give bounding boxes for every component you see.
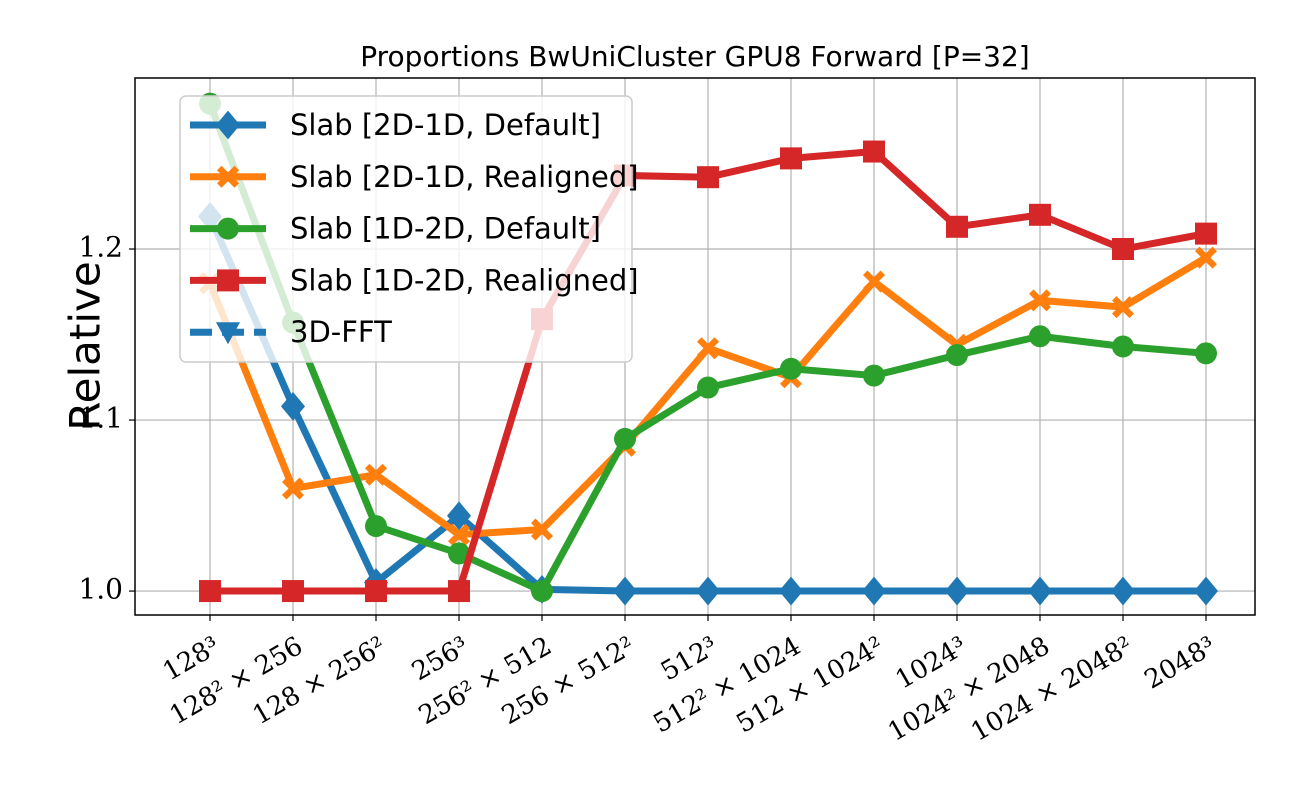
chart-title: Proportions BwUniCluster GPU8 Forward [P…: [360, 40, 1029, 73]
x-tick-label: 2048³: [1140, 631, 1221, 695]
marker: [1029, 289, 1051, 312]
marker: [697, 376, 719, 399]
marker: [945, 576, 969, 606]
marker: [199, 580, 221, 603]
marker: [531, 518, 553, 541]
legend: Slab [2D-1D, Default] Slab [2D-1D, Realig…: [179, 95, 639, 363]
legend-label: Slab [2D-1D, Default]: [290, 108, 601, 142]
y-tick-label: 1.0: [78, 573, 123, 606]
marker: [1195, 342, 1217, 365]
marker: [448, 542, 470, 565]
legend-label: 3D-FFT: [290, 315, 392, 349]
legend-marker: [216, 322, 240, 345]
marker: [365, 580, 387, 603]
y-tick-label: 1.1: [78, 402, 123, 435]
marker: [365, 463, 387, 486]
marker: [1112, 238, 1134, 261]
marker: [1194, 576, 1218, 606]
marker: [1029, 203, 1051, 226]
plot-frame: [134, 77, 1256, 616]
marker: [1029, 325, 1051, 348]
marker: [281, 391, 305, 421]
legend-label: Slab [2D-1D, Realigned]: [290, 160, 639, 194]
marker: [863, 270, 885, 293]
marker: [863, 140, 885, 163]
marker: [697, 166, 719, 189]
marker: [863, 364, 885, 387]
marker: [448, 523, 470, 546]
y-axis-label: Relative: [61, 261, 110, 430]
y-tick-label: 1.2: [78, 231, 123, 264]
legend-marker: [217, 269, 239, 292]
marker: [862, 576, 886, 606]
marker: [780, 357, 802, 380]
marker: [282, 580, 304, 603]
legend-marker: [216, 110, 240, 140]
marker: [1112, 335, 1134, 358]
legend-label: Slab [1D-2D, Default]: [290, 212, 601, 246]
legend-label: Slab [1D-2D, Realigned]: [290, 263, 639, 297]
marker: [282, 477, 304, 500]
marker: [946, 344, 968, 367]
marker: [1195, 222, 1217, 245]
marker: [780, 147, 802, 170]
marker: [447, 501, 471, 531]
marker: [614, 427, 636, 450]
marker: [946, 215, 968, 238]
marker: [1195, 246, 1217, 269]
marker: [1028, 576, 1052, 606]
marker: [365, 515, 387, 538]
marker: [779, 576, 803, 606]
marker: [1111, 576, 1135, 606]
marker: [697, 337, 719, 360]
legend-marker: [217, 165, 239, 188]
marker: [696, 576, 720, 606]
marker: [531, 580, 553, 603]
marker: [613, 576, 637, 606]
marker: [448, 580, 470, 603]
legend-marker: [217, 217, 239, 240]
marker: [1112, 296, 1134, 319]
legend-box: [179, 95, 633, 363]
